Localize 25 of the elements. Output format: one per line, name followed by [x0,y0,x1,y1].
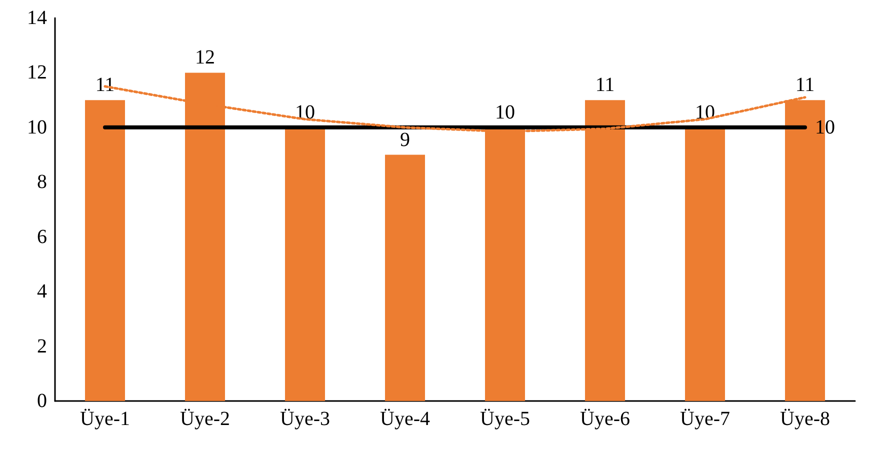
y-tick-label: 0 [37,390,47,412]
y-tick-label: 6 [37,226,47,248]
bar [285,127,325,401]
data-label: 11 [595,74,615,96]
bar [385,154,425,401]
data-label: 12 [195,46,215,69]
x-tick-label: Üye-1 [80,408,130,430]
data-label: 10 [495,101,515,124]
y-tick-label: 2 [37,335,47,358]
x-tick-label: Üye-6 [580,408,630,430]
data-label: 11 [795,74,815,96]
x-tick-label: Üye-8 [780,408,830,430]
y-tick-label: 4 [37,280,47,303]
x-tick-label: Üye-2 [180,408,230,430]
y-tick-label: 12 [27,62,47,84]
x-tick-label: Üye-4 [380,408,430,430]
y-tick-label: 8 [37,171,47,194]
y-tick-label: 14 [27,7,47,29]
bar [85,100,125,401]
data-label: 9 [400,128,410,151]
y-tick-label: 10 [27,116,47,138]
x-tick-label: Üye-7 [680,408,730,430]
x-tick-label: Üye-5 [480,408,530,430]
x-tick-label: Üye-3 [280,408,330,430]
bar [685,127,725,401]
